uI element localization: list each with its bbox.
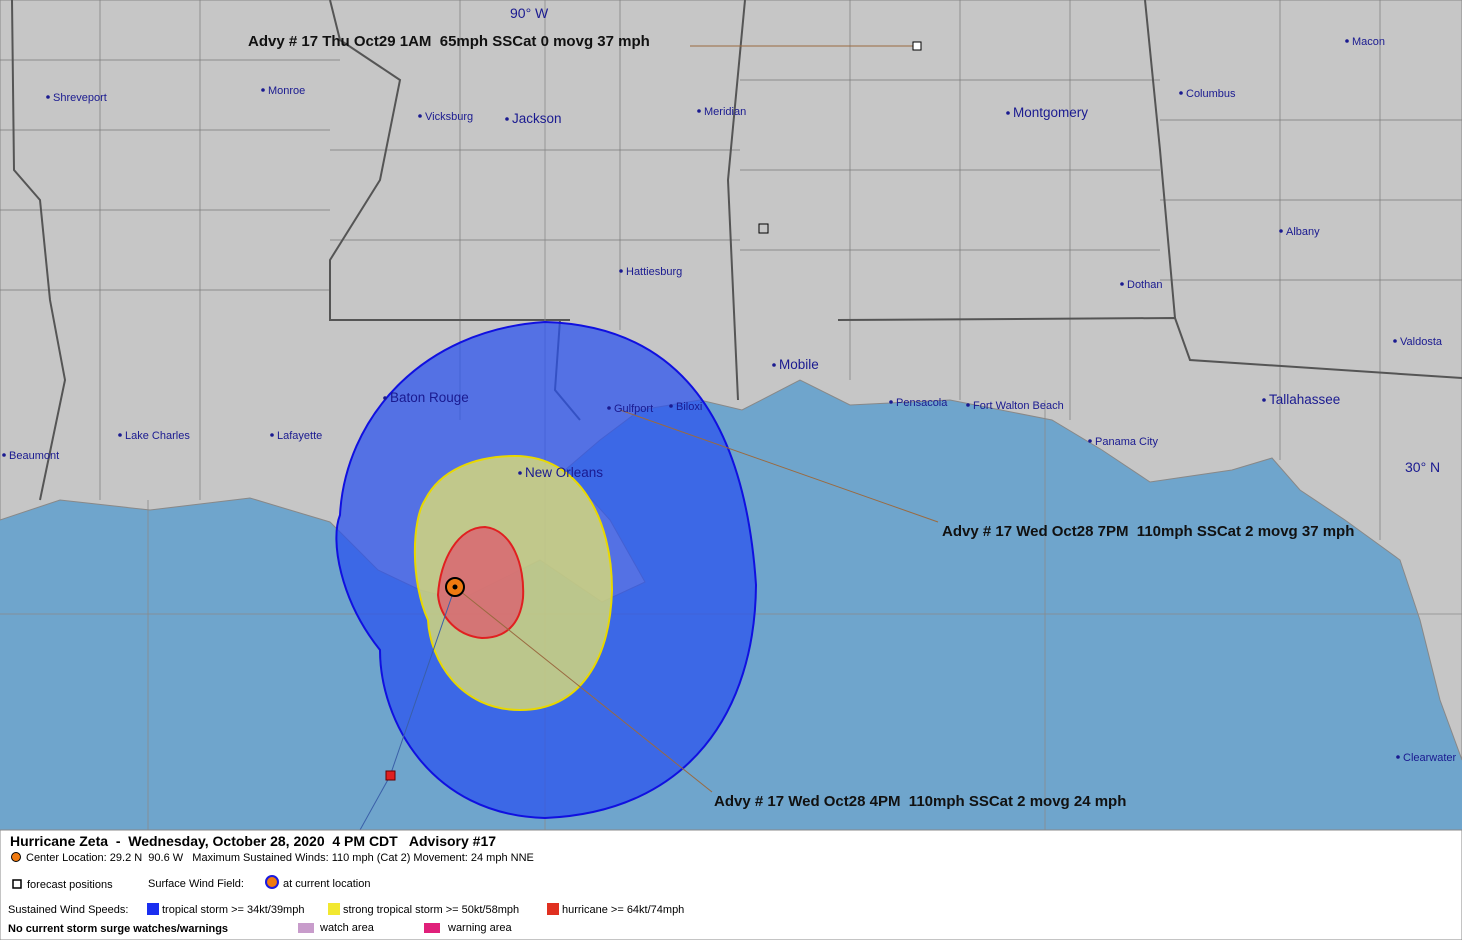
forecast-position <box>912 41 922 51</box>
city-label: Lafayette <box>277 430 322 442</box>
swatch <box>298 923 314 933</box>
swatch <box>328 903 340 915</box>
legend-text: Surface Wind Field: <box>148 878 244 890</box>
city-label: Tallahassee <box>1269 392 1340 407</box>
city-label: Fort Walton Beach <box>973 400 1064 412</box>
annotation: Advy # 17 Thu Oct29 1AM 65mph SSCat 0 mo… <box>248 33 650 50</box>
annotation-lines <box>454 45 939 793</box>
city-dot <box>1345 39 1349 43</box>
city-dot <box>505 117 509 121</box>
forecast-position <box>758 223 769 234</box>
annotation: Advy # 17 Wed Oct28 4PM 110mph SSCat 2 m… <box>714 793 1126 810</box>
footer <box>0 829 1462 941</box>
legend-text: Sustained Wind Speeds: <box>8 904 128 916</box>
center-info: Center Location: 29.2 N 90.6 W Maximum S… <box>26 852 534 864</box>
graticule-label: 90° W <box>510 5 549 21</box>
city-dot <box>1279 229 1283 233</box>
city-dot <box>261 88 265 92</box>
legend-text: No current storm surge watches/warnings <box>8 923 228 935</box>
city-label: Shreveport <box>53 92 107 104</box>
city-label: Columbus <box>1186 88 1236 100</box>
city-label: Beaumont <box>9 450 59 462</box>
city-dot <box>669 404 673 408</box>
legend-text: watch area <box>319 922 375 934</box>
city-dot <box>697 109 701 113</box>
city-label: New Orleans <box>525 465 603 480</box>
county-lines <box>0 0 1462 540</box>
city-dot <box>607 406 611 410</box>
city-dot <box>1088 439 1092 443</box>
city-dot <box>889 400 893 404</box>
city-dot <box>118 433 122 437</box>
city-label: Hattiesburg <box>626 266 682 278</box>
city-label: Monroe <box>268 85 305 97</box>
city-dot <box>772 363 776 367</box>
annotation: Advy # 17 Wed Oct28 7PM 110mph SSCat 2 m… <box>942 523 1354 540</box>
city-dot <box>46 95 50 99</box>
city-label: Mobile <box>779 357 819 372</box>
city-label: Jackson <box>512 111 562 126</box>
swatch <box>547 903 559 915</box>
city-label: Clearwater <box>1403 752 1457 764</box>
city-dot <box>1396 755 1400 759</box>
city-label: Montgomery <box>1013 105 1088 120</box>
legend-text: forecast positions <box>27 879 113 891</box>
city-label: Baton Rouge <box>390 390 469 405</box>
current-location-icon <box>265 875 279 889</box>
forecast-icon <box>12 879 22 889</box>
storm-center-dot <box>452 584 458 590</box>
city-dot <box>1179 91 1183 95</box>
city-dot <box>1120 282 1124 286</box>
city-label: Pensacola <box>896 397 948 409</box>
city-dot <box>383 396 387 400</box>
city-dot <box>619 269 623 273</box>
city-label: Panama City <box>1095 436 1158 448</box>
legend-text: tropical storm >= 34kt/39mph <box>162 904 304 916</box>
city-dot <box>2 453 6 457</box>
city-dot <box>1262 398 1266 402</box>
city-label: Macon <box>1352 36 1385 48</box>
city-label: Valdosta <box>1400 336 1443 348</box>
city-label: Dothan <box>1127 279 1162 291</box>
city-label: Albany <box>1286 226 1320 238</box>
footer-title: Hurricane Zeta - Wednesday, October 28, … <box>10 833 496 849</box>
city-label: Biloxi <box>676 401 702 413</box>
city-dot <box>270 433 274 437</box>
swatch <box>424 923 440 933</box>
legend-text: at current location <box>283 878 370 890</box>
legend-text: hurricane >= 64kt/74mph <box>562 904 684 916</box>
past-position <box>385 770 396 781</box>
hurricane-wind-field <box>436 525 525 640</box>
city-dot <box>1393 339 1397 343</box>
cities: Shreveport Monroe Vicksburg Jackson Meridian… <box>2 36 1457 764</box>
city-label: Vicksburg <box>425 111 473 123</box>
graticule-label: 30° N <box>1405 459 1440 475</box>
city-dot <box>418 114 422 118</box>
city-label: Meridian <box>704 106 746 118</box>
city-dot <box>966 403 970 407</box>
center-icon <box>11 852 21 862</box>
swatch <box>147 903 159 915</box>
legend-text: warning area <box>447 922 512 934</box>
city-dot <box>1006 111 1010 115</box>
legend-text: strong tropical storm >= 50kt/58mph <box>343 904 519 916</box>
city-dot <box>518 471 522 475</box>
city-label: Lake Charles <box>125 430 190 442</box>
city-label: Gulfport <box>614 403 653 415</box>
